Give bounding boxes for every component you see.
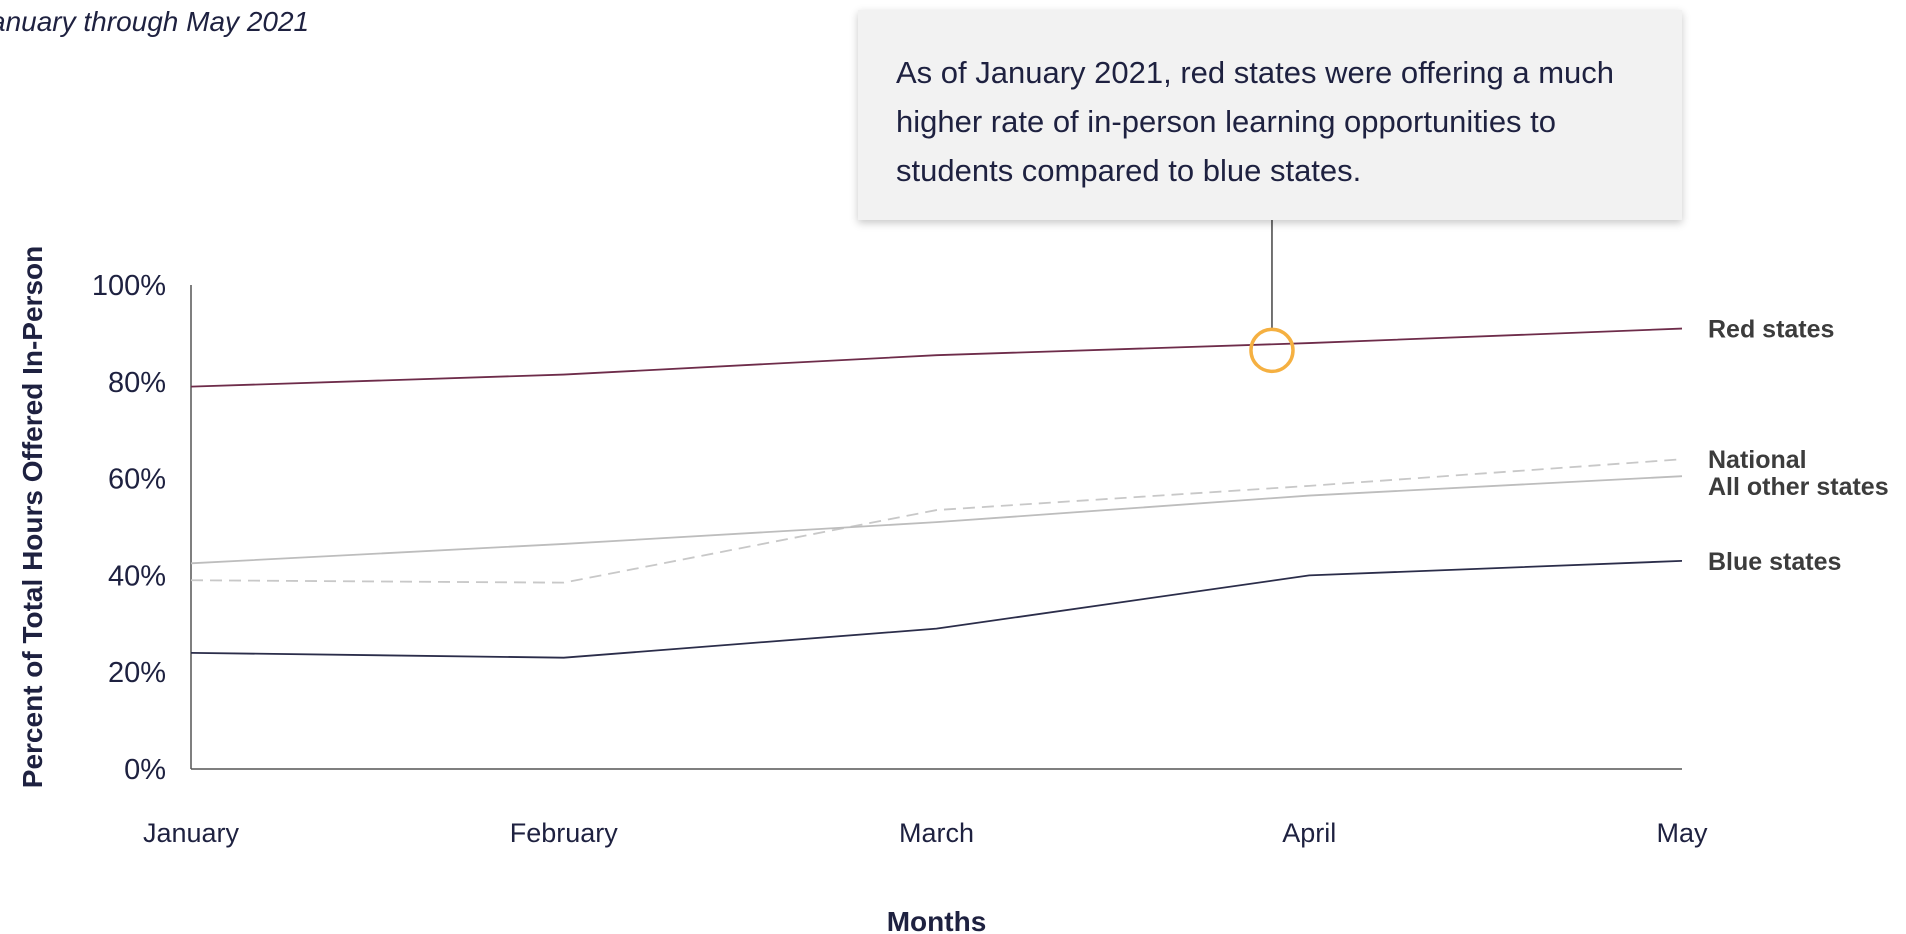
x-tick-label: January — [143, 818, 240, 848]
x-axis-title: Months — [887, 906, 987, 934]
series-label: National — [1708, 446, 1807, 474]
chart-subtitle: anuary through May 2021 — [0, 6, 310, 37]
y-tick-label: 100% — [92, 270, 166, 302]
highlight-marker — [1249, 327, 1295, 374]
series-line — [190, 327, 1683, 388]
x-tick-label: May — [1656, 818, 1708, 848]
x-tick-label: February — [510, 818, 619, 848]
series-line — [190, 458, 1683, 584]
series-label: Red states — [1708, 316, 1834, 344]
y-axis-title: Percent of Total Hours Offered In-Person — [17, 246, 48, 788]
series-label: Blue states — [1708, 548, 1841, 576]
series-line — [190, 559, 1683, 659]
y-tick-label: 0% — [124, 754, 166, 786]
callout-box: As of January 2021, red states were offe… — [858, 10, 1682, 220]
y-tick-label: 60% — [108, 464, 166, 496]
y-axis-ticks: 0% 20% 40% 60% 80% 100% — [92, 270, 166, 786]
y-tick-label: 40% — [108, 560, 166, 592]
x-axis-ticks: January February March April May — [143, 818, 1708, 848]
y-tick-label: 20% — [108, 657, 166, 689]
series-lines — [190, 327, 1683, 659]
callout-text: As of January 2021, red states were offe… — [896, 55, 1614, 188]
x-tick-label: March — [899, 818, 974, 848]
y-tick-label: 80% — [108, 367, 166, 399]
x-tick-label: April — [1282, 818, 1336, 848]
series-label: All other states — [1708, 473, 1889, 501]
series-line — [190, 475, 1683, 565]
